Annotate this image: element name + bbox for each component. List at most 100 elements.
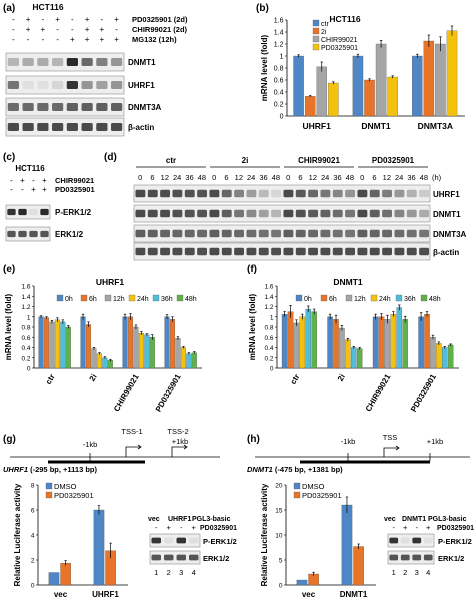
chart-e-legend-swatch bbox=[80, 294, 88, 302]
blot-d-row-band bbox=[308, 189, 319, 198]
treatment-label: PD0325901 bbox=[200, 525, 237, 532]
chart-e-y-tick-label: 1.4 bbox=[21, 294, 30, 301]
panel-c-label: (c) bbox=[3, 152, 15, 163]
blot-d-row-band bbox=[419, 229, 430, 238]
blot-d-row-band bbox=[221, 247, 232, 256]
blot-d-row-band bbox=[382, 189, 393, 198]
blot-d-row-band bbox=[197, 209, 208, 218]
chart-b-y-tick-label: 0.6 bbox=[274, 78, 284, 85]
chart-f-bar bbox=[311, 311, 317, 369]
panel-e-title: UHRF1 bbox=[96, 277, 125, 287]
treatment-sign: + bbox=[41, 25, 46, 34]
blot-header: DNMT1 bbox=[402, 516, 426, 523]
blot-d-row-band bbox=[332, 189, 343, 198]
chart-h-category-label: vec bbox=[302, 590, 316, 599]
chart-f-bar bbox=[287, 311, 294, 369]
chart-f-bar bbox=[390, 314, 397, 369]
treatment-sign: - bbox=[56, 35, 59, 44]
blot-d-row-band bbox=[135, 229, 146, 238]
chart-g-bar bbox=[60, 562, 71, 586]
timepoint-label: 12 bbox=[235, 173, 243, 182]
blot-d-row-band bbox=[295, 189, 306, 198]
chart-e-y-tick-label: 0.6 bbox=[21, 335, 30, 342]
treatment-sign: + bbox=[31, 185, 36, 194]
blot-a-row-membrane bbox=[5, 52, 125, 72]
treatment-sign: - bbox=[416, 523, 419, 532]
tss-label: TSS-1 bbox=[121, 427, 142, 436]
blot-d-row-band bbox=[308, 229, 319, 238]
chart-b-legend-swatch bbox=[312, 27, 320, 35]
chart-b-legend-swatch bbox=[312, 43, 320, 51]
chart-f-y-tick-label: 1.2 bbox=[264, 304, 273, 311]
chart-f-bar bbox=[345, 339, 351, 369]
treatment-sign: + bbox=[42, 176, 47, 185]
chart-e-bar bbox=[102, 357, 108, 369]
blot-label: DNMT3A bbox=[433, 230, 467, 239]
blot-h-row-band bbox=[400, 554, 410, 561]
blot-d-row-band bbox=[172, 189, 183, 198]
blot-header: UHRF1 bbox=[168, 516, 191, 523]
blot-d-row-band bbox=[221, 229, 232, 238]
blot-c-row-band bbox=[40, 208, 49, 216]
blot-a-row-band bbox=[7, 58, 19, 66]
blot-d-row-band bbox=[357, 229, 368, 238]
treatment-sign: + bbox=[403, 523, 408, 532]
blot-a-row-band bbox=[81, 58, 93, 66]
chart-g-y-label: Relative Luciferase activity bbox=[13, 483, 22, 586]
blot-d-row-band bbox=[320, 229, 331, 238]
chart-e-bar bbox=[144, 334, 150, 369]
timepoint-label: 36 bbox=[259, 173, 267, 182]
blot-h-row-membrane bbox=[387, 550, 435, 565]
blot-a-row-membrane bbox=[5, 117, 125, 137]
chart-g-bar bbox=[48, 572, 60, 586]
blot-label: P-ERK1/2 bbox=[203, 537, 237, 546]
blot-d-row-band bbox=[160, 247, 171, 256]
blot-a-row-band bbox=[111, 58, 123, 66]
chart-e-legend-label: 36h bbox=[161, 296, 173, 303]
blot-c-row-band bbox=[29, 208, 38, 216]
chart-f-bar bbox=[442, 347, 448, 369]
timepoint-label: 48 bbox=[198, 173, 206, 182]
chart-f-bar bbox=[447, 344, 454, 369]
blot-d-row-band bbox=[382, 209, 393, 218]
chart-b-legend-label: PD0325901 bbox=[321, 45, 358, 52]
blot-c-row-band bbox=[18, 208, 27, 216]
blot-a-row-band bbox=[37, 123, 49, 131]
treatment-label: CHIR99021 bbox=[55, 176, 94, 185]
chart-b-legend-swatch bbox=[312, 35, 320, 43]
chart-b-y-tick-label: 0.4 bbox=[274, 90, 284, 97]
timepoint-label: 36 bbox=[185, 173, 193, 182]
chart-b-bar bbox=[387, 76, 398, 117]
chart-e-bar bbox=[107, 360, 113, 369]
lane-number: 4 bbox=[426, 568, 430, 577]
blot-a-row-band bbox=[96, 103, 108, 111]
blot-d-row-band bbox=[184, 247, 195, 256]
chart-b-bar bbox=[304, 96, 316, 117]
blot-d-row-band bbox=[394, 209, 405, 218]
blot-g-row-membrane bbox=[149, 550, 201, 565]
blot-label: DNMT1 bbox=[128, 58, 156, 67]
blot-a-row-band bbox=[22, 103, 34, 111]
tss-arrow bbox=[383, 447, 398, 457]
blot-a-row-band bbox=[22, 58, 34, 66]
blot-d-row-band bbox=[258, 209, 269, 218]
panel-f-title: DNMT1 bbox=[333, 277, 363, 287]
chart-h-y-tick-label: 20 bbox=[275, 483, 283, 490]
blot-d-row-band bbox=[406, 189, 417, 198]
timepoint-label: 6 bbox=[224, 173, 228, 182]
blot-a-row-band bbox=[37, 58, 49, 66]
chart-h-y-tick-label: 10 bbox=[275, 533, 283, 540]
blot-d-row-band bbox=[184, 209, 195, 218]
chart-g-y-tick-label: 8 bbox=[31, 483, 35, 490]
treatment-sign: + bbox=[167, 523, 172, 532]
blot-d-row-band bbox=[345, 247, 356, 256]
chart-f-bar bbox=[356, 348, 363, 369]
mark-label: -1kb bbox=[83, 440, 98, 449]
chart-h-category-label: DNMT1 bbox=[340, 590, 368, 599]
timepoint-label: 24 bbox=[321, 173, 329, 182]
chart-f-legend-label: 12h bbox=[354, 296, 366, 303]
blot-d-row-band bbox=[332, 247, 343, 256]
blot-c-row-membrane bbox=[5, 204, 51, 220]
blot-d-row-band bbox=[295, 247, 306, 256]
chart-f-bar bbox=[402, 319, 408, 369]
